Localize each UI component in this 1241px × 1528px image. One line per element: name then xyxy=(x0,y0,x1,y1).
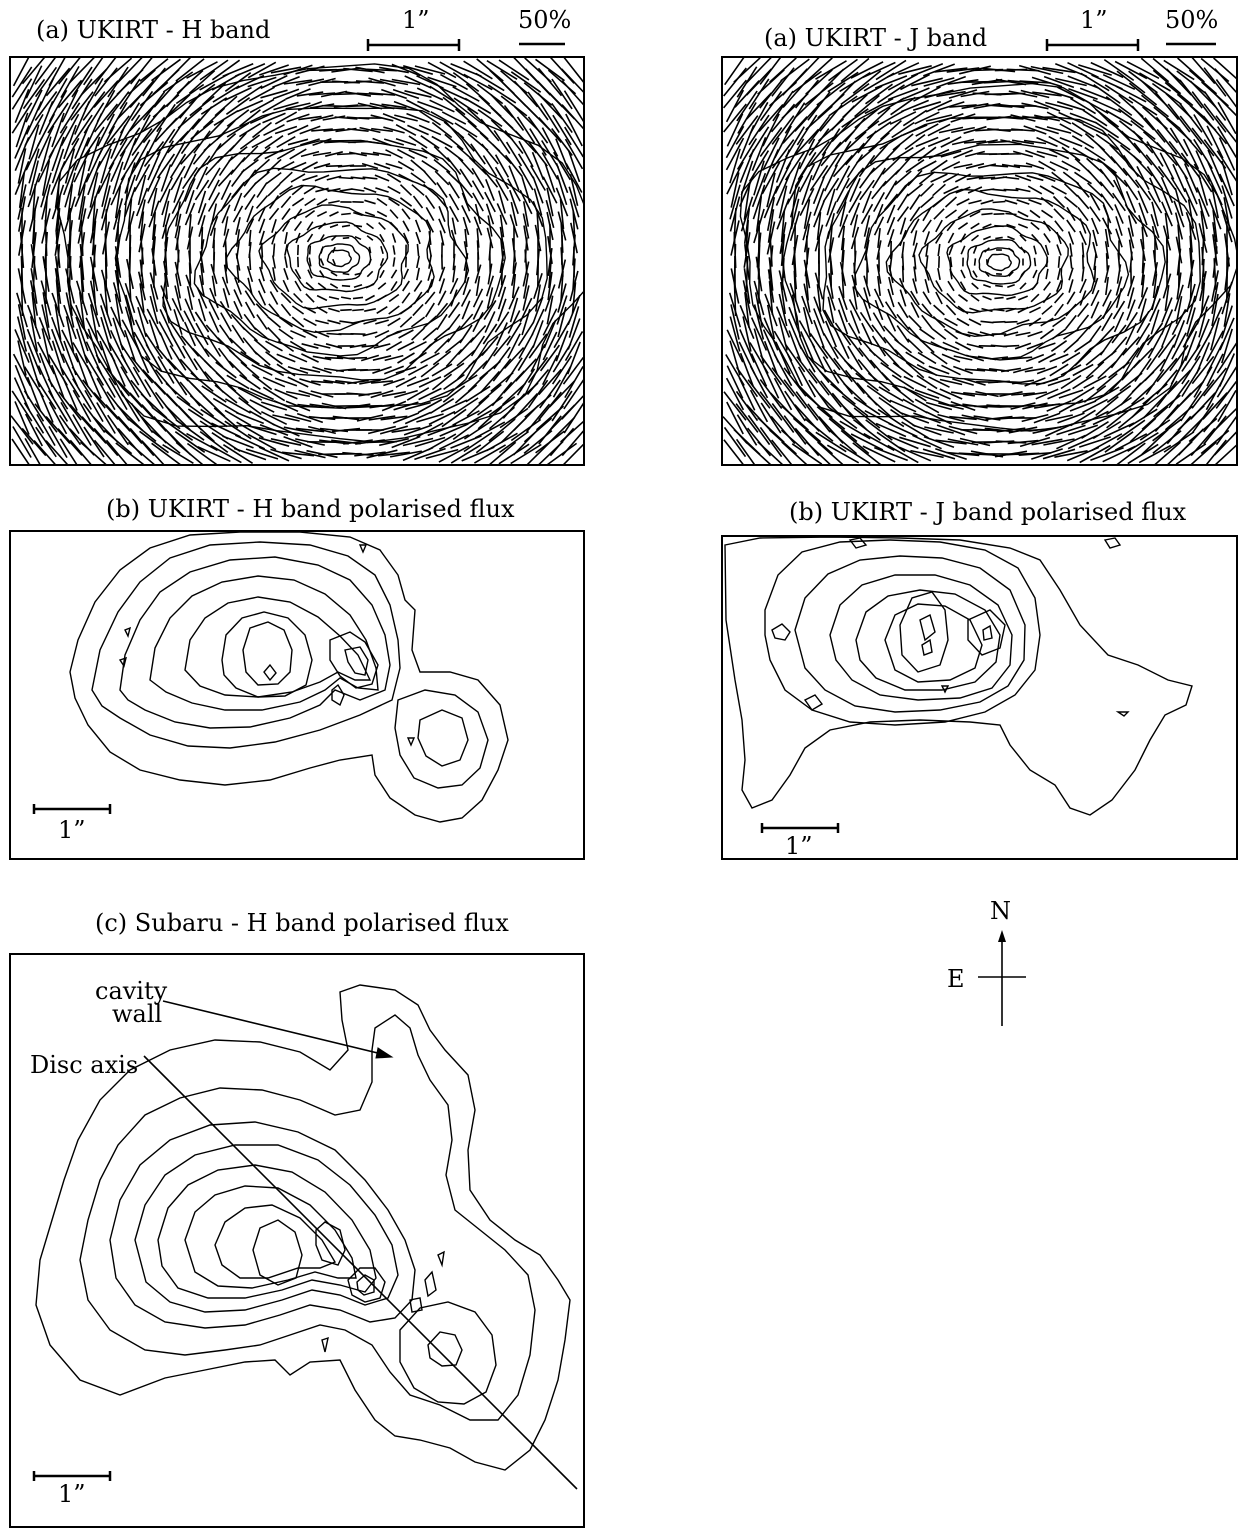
compass-icon xyxy=(978,930,1026,1026)
ukirt-j-polarisation-vectors xyxy=(723,58,1236,464)
ukirt-j-title: (a) UKIRT - J band xyxy=(764,24,988,52)
ukirt-j-flux-title: (b) UKIRT - J band polarised flux xyxy=(789,498,1187,526)
ukirt-h-flux-title: (b) UKIRT - H band polarised flux xyxy=(106,495,515,523)
subaru-h-flux-scale-bar xyxy=(32,1471,112,1481)
ukirt-j-flux-contours xyxy=(724,537,1193,816)
ukirt-j-flux-map-frame xyxy=(721,535,1238,860)
ukirt-j-scale-angular-label: 1” xyxy=(1080,6,1108,34)
subaru-h-flux-scale-label: 1” xyxy=(58,1480,86,1508)
ukirt-h-flux-scale-label: 1” xyxy=(58,816,86,844)
ukirt-h-flux-contours xyxy=(69,532,509,823)
ukirt-j-scale-percent-label: 50% xyxy=(1165,6,1219,34)
ukirt-h-title: (a) UKIRT - H band xyxy=(36,16,271,44)
ukirt-h-polarisation-vectors xyxy=(11,58,583,464)
disc-axis-line xyxy=(143,1055,578,1490)
ukirt-h-flux-scale-bar xyxy=(32,804,112,814)
disc-axis-label: Disc axis xyxy=(30,1051,139,1079)
cavity-wall-label-line2: wall xyxy=(112,1000,163,1028)
ukirt-j-flux-scale-bar xyxy=(760,823,840,833)
ukirt-j-scale-bar-angular xyxy=(1045,39,1140,51)
cavity-wall-label-line1: cavity xyxy=(95,977,168,1005)
ukirt-h-scale-angular-label: 1” xyxy=(402,6,430,34)
subaru-h-flux-title: (c) Subaru - H band polarised flux xyxy=(95,909,509,937)
ukirt-h-scale-percent-label: 50% xyxy=(518,6,572,34)
compass-east-label: E xyxy=(947,965,965,993)
subaru-h-flux-contours xyxy=(35,984,571,1471)
ukirt-j-flux-scale-label: 1” xyxy=(785,832,813,860)
ukirt-h-scale-bar-angular xyxy=(366,39,461,51)
ukirt-h-intensity-contours xyxy=(56,63,583,443)
ukirt-h-flux-map-frame xyxy=(9,530,585,860)
ukirt-j-intensity-contours xyxy=(739,82,1236,432)
compass-north-label: N xyxy=(990,897,1011,925)
cavity-wall-arrow xyxy=(162,1000,394,1059)
